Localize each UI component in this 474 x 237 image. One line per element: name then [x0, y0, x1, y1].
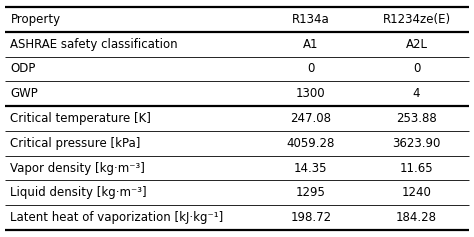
- Text: 0: 0: [413, 63, 420, 76]
- Text: Property: Property: [10, 13, 61, 26]
- Text: ASHRAE safety classification: ASHRAE safety classification: [10, 38, 178, 51]
- Text: ODP: ODP: [10, 63, 36, 76]
- Text: 3623.90: 3623.90: [392, 137, 441, 150]
- Text: A2L: A2L: [406, 38, 428, 51]
- Text: 198.72: 198.72: [290, 211, 331, 224]
- Text: 14.35: 14.35: [294, 161, 328, 174]
- Text: 247.08: 247.08: [291, 112, 331, 125]
- Text: A1: A1: [303, 38, 319, 51]
- Text: 253.88: 253.88: [396, 112, 437, 125]
- Text: Vapor density [kg·m⁻³]: Vapor density [kg·m⁻³]: [10, 161, 146, 174]
- Text: Critical pressure [kPa]: Critical pressure [kPa]: [10, 137, 141, 150]
- Text: R134a: R134a: [292, 13, 330, 26]
- Text: Liquid density [kg·m⁻³]: Liquid density [kg·m⁻³]: [10, 186, 147, 199]
- Text: 4059.28: 4059.28: [287, 137, 335, 150]
- Text: 184.28: 184.28: [396, 211, 437, 224]
- Text: 11.65: 11.65: [400, 161, 433, 174]
- Text: 1295: 1295: [296, 186, 326, 199]
- Text: Latent heat of vaporization [kJ·kg⁻¹]: Latent heat of vaporization [kJ·kg⁻¹]: [10, 211, 224, 224]
- Text: Critical temperature [K]: Critical temperature [K]: [10, 112, 151, 125]
- Text: GWP: GWP: [10, 87, 38, 100]
- Text: 1300: 1300: [296, 87, 326, 100]
- Text: 4: 4: [413, 87, 420, 100]
- Text: 1240: 1240: [401, 186, 431, 199]
- Text: 0: 0: [307, 63, 315, 76]
- Text: R1234ze(E): R1234ze(E): [383, 13, 451, 26]
